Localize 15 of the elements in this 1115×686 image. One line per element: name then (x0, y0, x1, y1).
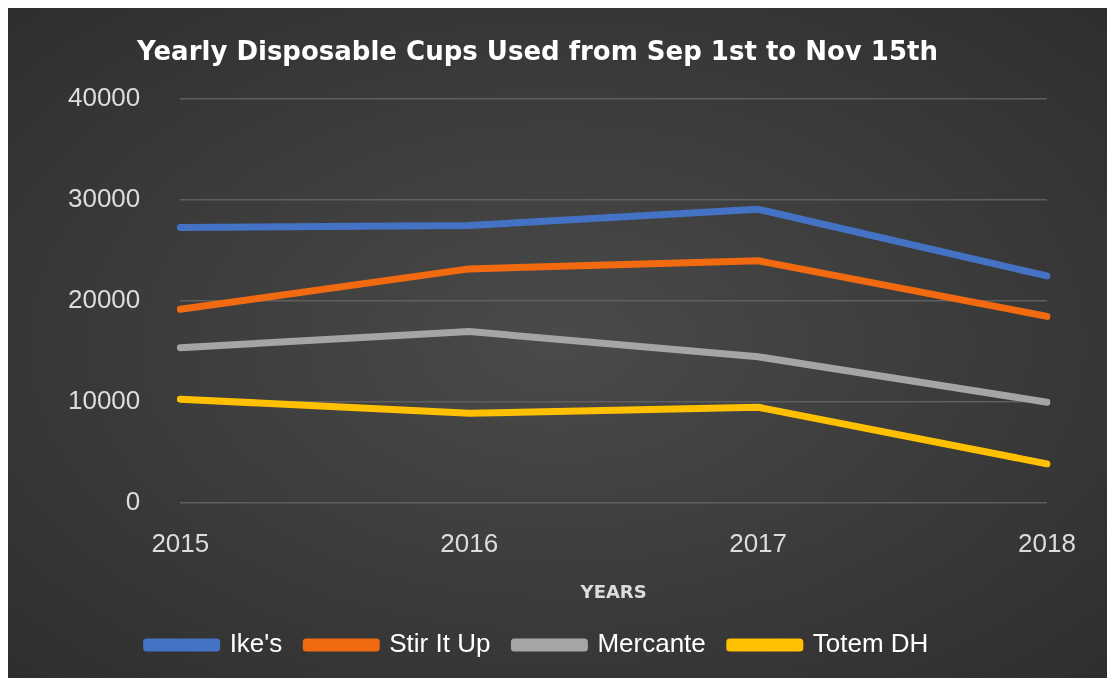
x-tick-label: 2017 (729, 527, 788, 558)
y-tick-label: 20000 (67, 284, 141, 315)
legend-label: Ike's (229, 628, 283, 659)
legend-label: Totem DH (812, 628, 929, 659)
x-tick-label: 2016 (440, 527, 499, 558)
legend-label: Stir It Up (389, 628, 491, 659)
x-axis-title: YEARS (579, 580, 647, 602)
y-tick-label: 30000 (67, 183, 141, 214)
chart-title: Yearly Disposable Cups Used from Sep 1st to Nov 15th (136, 36, 938, 67)
y-tick-label: 0 (125, 486, 141, 517)
x-tick-label: 2018 (1018, 527, 1076, 558)
y-tick-label: 40000 (67, 82, 141, 113)
legend-label: Mercante (597, 628, 706, 659)
x-tick-label: 2015 (151, 527, 210, 558)
y-tick-label: 10000 (67, 385, 141, 416)
